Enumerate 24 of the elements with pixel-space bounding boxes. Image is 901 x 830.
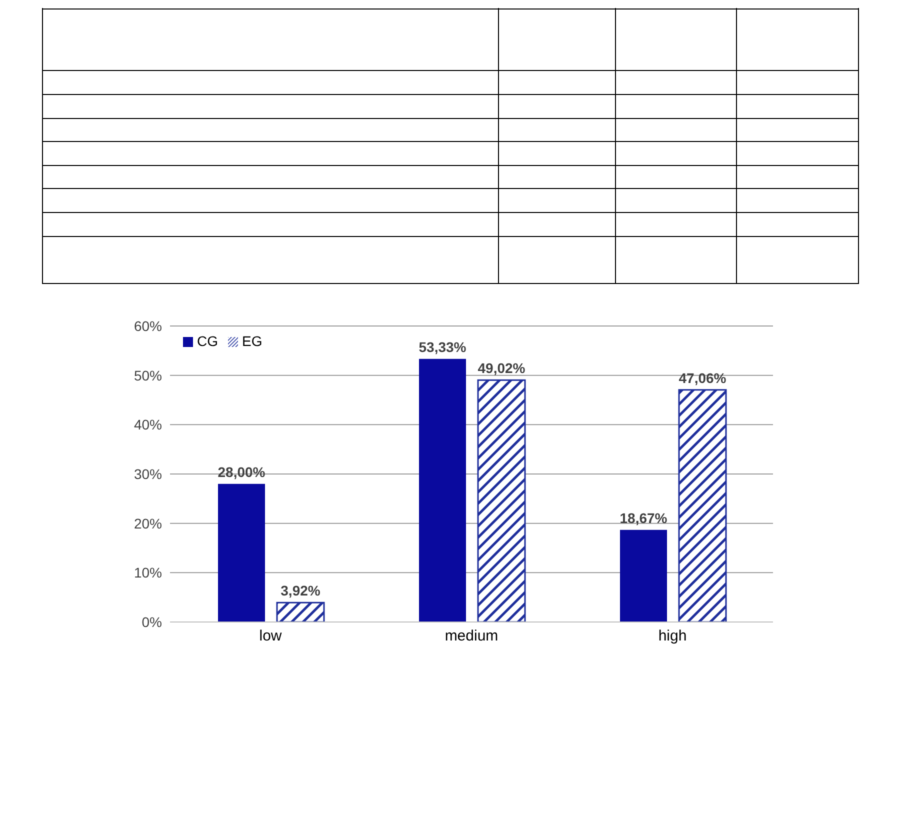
legend-label: EG (242, 333, 262, 349)
data-label: 49,02% (478, 360, 526, 376)
y-tick-label: 0% (142, 614, 162, 630)
x-tick-label: high (658, 628, 687, 645)
bar (477, 379, 526, 622)
data-label: 3,92% (280, 582, 321, 599)
data-label: 47,06% (678, 370, 727, 386)
y-tick-label: 60% (134, 318, 162, 334)
bar (218, 484, 265, 622)
y-tick-label: 10% (134, 564, 162, 581)
x-tick-label: medium (444, 628, 498, 645)
y-tick-label: 20% (134, 515, 162, 532)
y-tick-label: 30% (134, 466, 162, 482)
y-tick-label: 50% (134, 367, 162, 384)
bar (620, 530, 667, 622)
data-label: 53,33% (418, 338, 467, 355)
bar (276, 602, 325, 622)
data-label: 18,67% (620, 510, 668, 526)
x-tick-label: low (259, 628, 282, 645)
data-label: 28,00% (218, 464, 266, 480)
y-tick-label: 40% (134, 416, 162, 433)
bar (419, 358, 466, 622)
legend-label: CG (197, 333, 218, 349)
bar (678, 389, 727, 622)
